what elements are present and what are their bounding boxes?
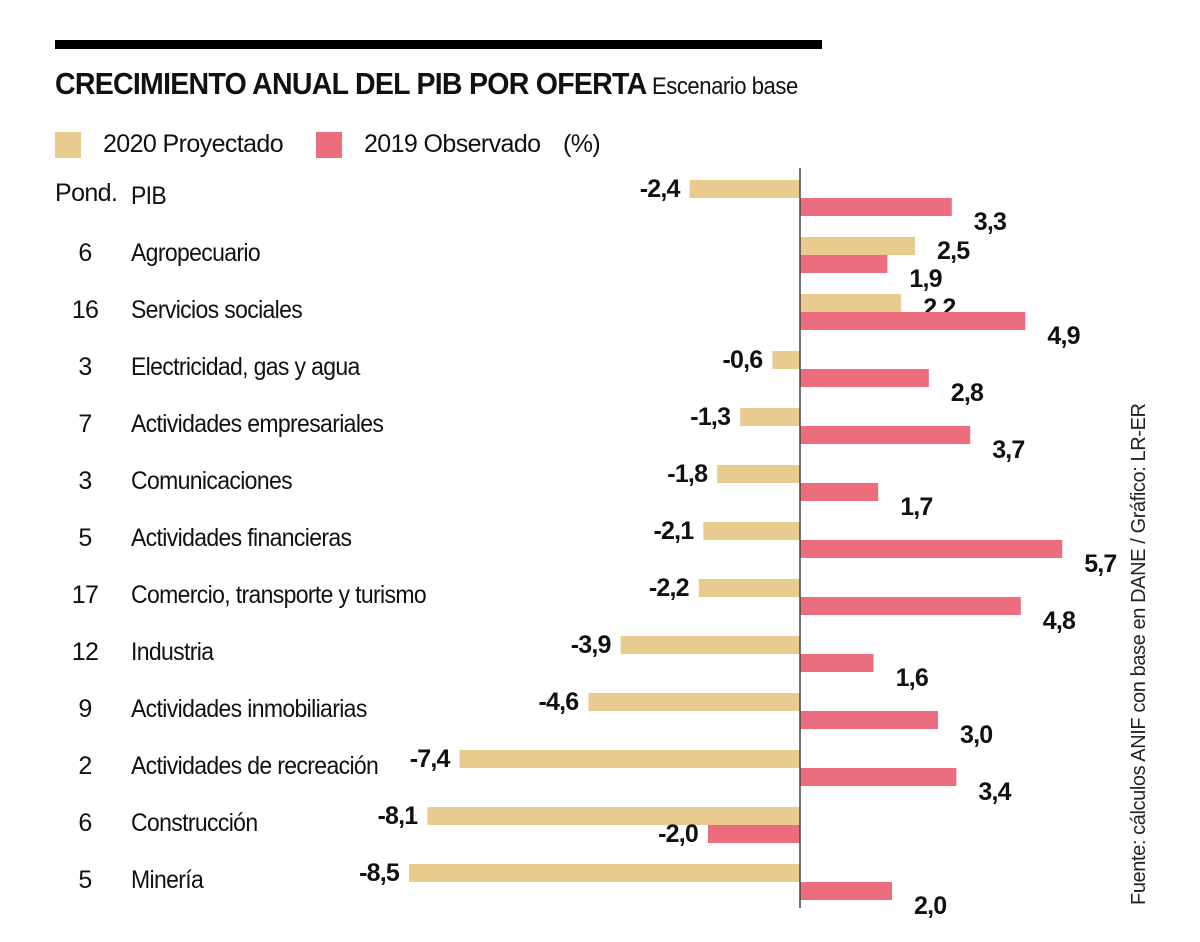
bar-2020 [717,465,800,483]
legend-label-2019: 2019 Observado [364,130,541,158]
bar-2020 [409,864,800,882]
value-label-2019: 3,7 [992,436,1024,464]
bar-2020 [698,579,800,597]
value-label-2020: -0,6 [723,346,763,374]
source-note: Fuente: cálculos ANIF con base en DANE /… [1128,403,1150,905]
weight-label: 16 [72,296,99,324]
bar-2020 [459,750,800,768]
bar-2019 [800,312,1026,330]
weight-label: 5 [78,866,91,894]
bar-2020 [620,636,800,654]
legend-item-2020: 2020 Proyectado [55,130,284,159]
bar-2020 [800,237,915,255]
category-label: Electricidad, gas y agua [131,353,361,381]
bar-2019 [800,198,952,216]
value-label-2020: -8,5 [359,859,400,887]
bar-2019 [800,483,879,501]
value-label-2019: 1,9 [909,265,941,293]
value-label-2020: -2,4 [640,175,681,203]
bar-2019 [800,768,957,786]
category-label: Comunicaciones [131,467,293,495]
bar-2020 [740,408,800,426]
value-label-2019: 3,4 [978,778,1011,806]
bar-2020 [800,294,902,312]
weight-label: 7 [78,410,91,438]
category-label: Agropecuario [131,239,260,267]
value-label-2019: 1,6 [896,664,928,692]
value-label-2020: -1,8 [667,460,708,488]
weight-label: 9 [78,695,91,723]
unit-label: (%) [563,130,601,158]
value-label-2020: 2,5 [937,237,970,265]
bar-2019 [800,369,929,387]
bar-2019 [800,882,892,900]
bar-2020 [703,522,800,540]
weight-label: 6 [78,239,91,267]
value-label-2020: -1,3 [690,403,730,431]
title-text: CRECIMIENTO ANUAL DEL PIB POR OFERTA [55,66,647,101]
category-label: Actividades financieras [131,524,352,552]
value-label-2019: 3,3 [974,208,1006,236]
value-label-2019: 4,9 [1047,322,1079,350]
legend-item-2019: 2019 Observado [316,130,541,159]
weight-label: 3 [78,467,91,495]
legend-swatch-2020 [55,131,81,158]
category-label: Minería [131,866,204,894]
category-label: Servicios sociales [131,296,303,324]
bar-2019 [800,711,938,729]
weight-label: 12 [72,638,99,666]
value-label-2019: 5,7 [1084,550,1116,578]
category-label: Industria [131,638,215,666]
bar-2019 [800,654,874,672]
weight-label: 2 [78,752,91,780]
category-label: Actividades empresariales [131,410,384,438]
legend-swatch-2019 [316,131,342,158]
weight-label: 3 [78,353,91,381]
bar-2020 [772,351,800,369]
value-label-2020: -3,9 [571,631,611,659]
legend-label-2020: 2020 Proyectado [103,130,284,158]
value-label-2019: -2,0 [658,820,698,848]
bar-2019 [800,540,1063,558]
value-label-2019: 4,8 [1043,607,1076,635]
category-label: PIB [131,182,166,210]
value-label-2019: 1,7 [900,493,932,521]
weight-label: 5 [78,524,91,552]
top-rule [55,40,822,49]
bar-2019 [800,255,888,273]
value-label-2020: -2,2 [649,574,689,602]
bar-2019 [708,825,800,843]
category-label: Construcción [131,809,257,837]
weight-label: 17 [72,581,99,609]
category-label: Actividades de recreación [131,752,378,780]
bar-2019 [800,426,971,444]
value-label-2019: 2,0 [914,892,946,920]
value-label-2020: -4,6 [539,688,579,716]
value-label-2020: -7,4 [410,745,451,773]
category-label: Comercio, transporte y turismo [131,581,426,609]
chart-title: CRECIMIENTO ANUAL DEL PIB POR OFERTA Esce… [55,66,798,102]
category-label: Actividades inmobiliarias [131,695,367,723]
value-label-2019: 2,8 [951,379,984,407]
bar-2020 [689,180,800,198]
weight-label: 6 [78,809,91,837]
value-label-2020: -8,1 [378,802,419,830]
weight-header: Pond. [55,179,118,207]
bar-2020 [427,807,800,825]
value-label-2019: 3,0 [960,721,992,749]
subtitle-text: Escenario base [652,73,798,100]
bar-2019 [800,597,1021,615]
value-label-2020: -2,1 [654,517,695,545]
bar-2020 [588,693,800,711]
